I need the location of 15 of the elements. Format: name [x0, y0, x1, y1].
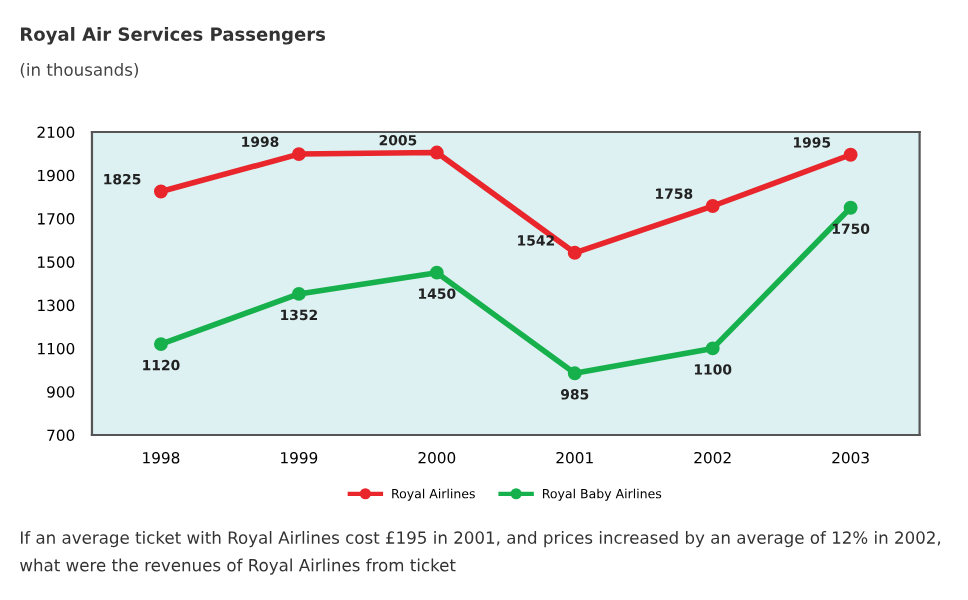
- point: [291, 286, 306, 301]
- point: [567, 366, 582, 381]
- chart-subtitle: (in thousands): [20, 63, 138, 78]
- point: [429, 145, 444, 160]
- point: [153, 184, 168, 199]
- point: [843, 200, 858, 215]
- text: If an average ticket with Royal Airlines cost £195 in 2001, and prices increased by an average of 12% in 2002, what were the revenues of Royal Airlines from ticket: [20, 531, 941, 575]
- point: [705, 199, 720, 213]
- point: [429, 265, 444, 280]
- chart-title: Royal Air Services Passengers: [21, 27, 326, 45]
- point: [567, 245, 582, 260]
- point: [153, 337, 168, 352]
- point: [843, 147, 858, 162]
- point: [291, 147, 306, 162]
- point: [705, 341, 720, 356]
